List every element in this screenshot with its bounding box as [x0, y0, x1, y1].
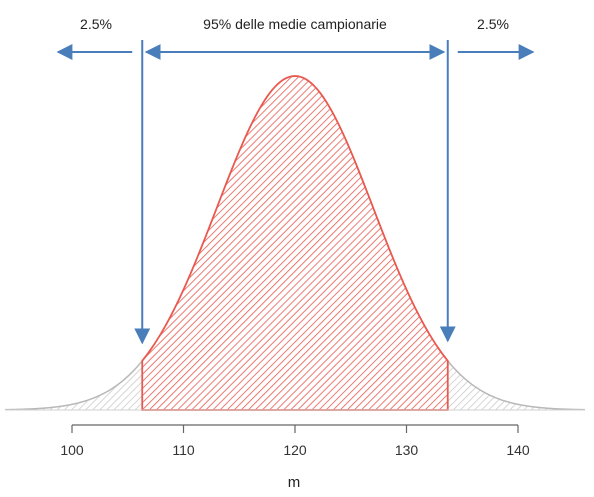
central-region-label: 95% delle medie campionarie — [203, 16, 387, 32]
left-tail-label: 2.5% — [80, 16, 112, 32]
x-tick-label: 110 — [172, 442, 195, 458]
x-tick-label: 120 — [283, 442, 307, 458]
x-axis: 100 110 120 130 140 — [60, 425, 530, 458]
left-tail-area — [5, 361, 142, 410]
central-region-area — [142, 76, 448, 410]
x-axis-title: m — [288, 474, 301, 491]
x-tick-label: 130 — [395, 442, 419, 458]
density-curve-group — [5, 76, 585, 410]
right-tail-area — [448, 361, 585, 410]
x-tick-label: 140 — [506, 442, 530, 458]
right-tail-label: 2.5% — [477, 16, 509, 32]
x-tick-label: 100 — [60, 442, 84, 458]
